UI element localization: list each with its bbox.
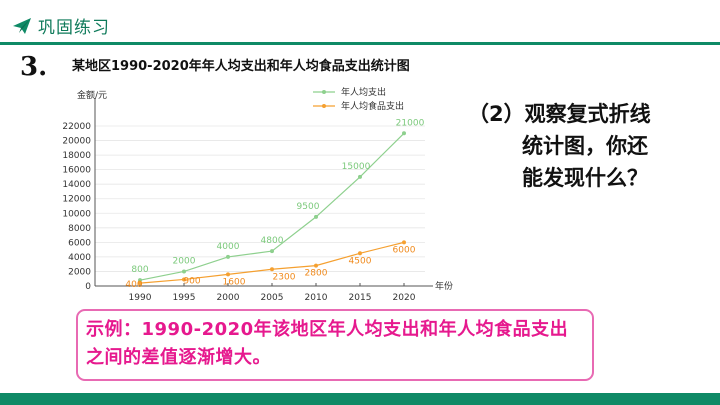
data-point bbox=[138, 281, 142, 286]
data-label: 21000 bbox=[396, 118, 425, 128]
legend-label: 年人均支出 bbox=[341, 86, 386, 98]
x-tick-label: 2005 bbox=[261, 293, 284, 303]
y-tick-label: 6000 bbox=[68, 238, 91, 248]
legend-marker bbox=[322, 104, 326, 108]
data-label: 15000 bbox=[342, 162, 371, 172]
data-label: 900 bbox=[183, 276, 200, 286]
data-point bbox=[138, 278, 142, 283]
prompt-line-3: 能发现什么？ bbox=[522, 166, 648, 190]
data-label: 6000 bbox=[393, 245, 416, 255]
y-tick-label: 4000 bbox=[68, 253, 91, 263]
x-tick-label: 2010 bbox=[305, 293, 328, 303]
section-title: 巩固练习 bbox=[38, 18, 110, 38]
data-label: 4000 bbox=[217, 242, 240, 252]
data-point bbox=[270, 249, 274, 254]
chart-axes: 0 2000 4000 6000 8000 10000 12000 14000 16000 180… bbox=[62, 89, 453, 303]
data-point bbox=[402, 240, 406, 245]
y-tick-label: 22000 bbox=[62, 122, 91, 132]
data-label: 4500 bbox=[349, 256, 372, 266]
y-tick-label: 14000 bbox=[62, 180, 91, 190]
data-label: 800 bbox=[131, 265, 148, 275]
y-tick-label: 20000 bbox=[62, 137, 91, 147]
x-tick-label: 2000 bbox=[217, 293, 240, 303]
data-point bbox=[314, 263, 318, 268]
data-label: 2000 bbox=[173, 256, 196, 266]
data-label: 1600 bbox=[223, 277, 246, 287]
y-tick-label: 18000 bbox=[62, 151, 91, 161]
prompt-line-2: 统计图，你还 bbox=[522, 134, 648, 158]
answer-text: 示例：1990-2020年该地区年人均支出和年人均食品支出之间的差值逐渐增大。 bbox=[86, 319, 569, 368]
y-tick-label: 8000 bbox=[68, 224, 91, 234]
footer-bar bbox=[0, 393, 720, 405]
data-point bbox=[226, 272, 230, 277]
x-tick-label: 2015 bbox=[349, 293, 372, 303]
data-point bbox=[402, 131, 406, 136]
chart-series: 800 2000 4000 4800 9500 15000 21000 400 900 1600 2… bbox=[125, 118, 424, 290]
x-tick-label: 1990 bbox=[129, 293, 152, 303]
chart-title: 某地区1990-2020年年人均支出和年人均食品支出统计图 bbox=[72, 59, 410, 74]
chart-grid bbox=[95, 125, 425, 272]
answer-box: 示例：1990-2020年该地区年人均支出和年人均食品支出之间的差值逐渐增大。 bbox=[76, 309, 594, 381]
y-tick-label: 0 bbox=[85, 282, 91, 292]
paper-plane-icon bbox=[13, 18, 31, 34]
line-chart: 0 2000 4000 6000 8000 10000 12000 14000 16000 180… bbox=[62, 86, 453, 303]
data-point bbox=[182, 269, 186, 274]
data-point bbox=[226, 254, 230, 259]
y-tick-label: 12000 bbox=[62, 195, 91, 205]
y-axis-label: 金额/元 bbox=[77, 89, 107, 101]
question-prompt: （2）观察复式折线 统计图，你还 能发现什么？ bbox=[468, 98, 698, 194]
data-point bbox=[358, 174, 362, 179]
data-label: 4800 bbox=[261, 236, 284, 246]
data-label: 9500 bbox=[297, 202, 320, 212]
data-point bbox=[358, 251, 362, 256]
header-divider bbox=[0, 42, 720, 45]
data-label: 400 bbox=[125, 280, 142, 290]
x-tick-label: 2020 bbox=[393, 293, 416, 303]
x-axis-label: 年份 bbox=[435, 280, 453, 292]
y-tick-label: 2000 bbox=[68, 267, 91, 277]
data-point bbox=[182, 277, 186, 282]
data-label: 2800 bbox=[305, 269, 328, 279]
data-point bbox=[314, 214, 318, 219]
question-number: 3. bbox=[20, 52, 48, 82]
data-point bbox=[270, 267, 274, 272]
x-tick-label: 1995 bbox=[173, 293, 196, 303]
y-tick-label: 10000 bbox=[62, 209, 91, 219]
prompt-line-1: （2）观察复式折线 bbox=[468, 102, 651, 126]
data-label: 2300 bbox=[273, 272, 296, 282]
y-tick-label: 16000 bbox=[62, 166, 91, 176]
header-bar: 巩固练习 bbox=[0, 0, 720, 42]
legend-label: 年人均食品支出 bbox=[341, 100, 404, 112]
legend-marker bbox=[322, 90, 326, 94]
